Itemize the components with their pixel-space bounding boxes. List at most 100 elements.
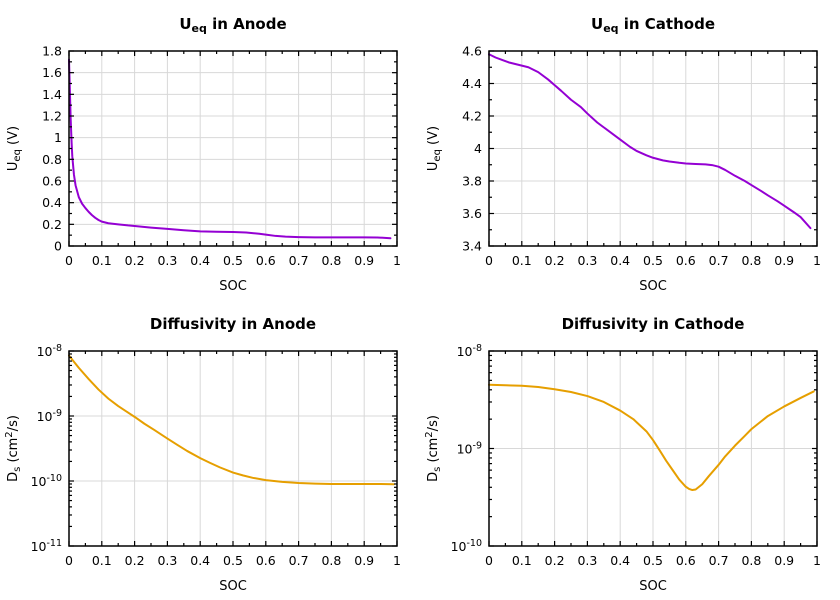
y-tick-labels: 10-11 10-10 10-9 10-8 <box>31 343 62 554</box>
svg-text:0.7: 0.7 <box>289 553 309 568</box>
x-tick-labels: 0 0.1 0.2 0.3 0.4 0.5 0.6 0.7 0.8 0.9 1 <box>65 553 401 568</box>
plot-diffusivity-anode: 0 0.1 0.2 0.3 0.4 0.5 0.6 0.7 0.8 0.9 1 10-11 10-10 1… <box>0 300 420 600</box>
x-tick-labels: 0 0.1 0.2 0.3 0.4 0.5 0.6 0.7 0.8 0.9 1 <box>485 553 821 568</box>
diffusivity-cathode-title: Diffusivity in Cathode <box>562 315 745 333</box>
svg-text:0.8: 0.8 <box>741 253 761 268</box>
plot-ueq-cathode: 0 0.1 0.2 0.3 0.4 0.5 0.6 0.7 0.8 0.9 1 3.4 3.6 3.8 4 4… <box>420 0 840 300</box>
svg-text:1.6: 1.6 <box>42 65 62 80</box>
svg-text:0.9: 0.9 <box>354 253 374 268</box>
svg-text:0.3: 0.3 <box>577 553 597 568</box>
svg-text:0.6: 0.6 <box>676 253 696 268</box>
svg-text:0.1: 0.1 <box>512 253 532 268</box>
diffusivity-anode-title: Diffusivity in Anode <box>150 315 316 333</box>
diffusivity-anode-curve <box>68 354 395 486</box>
svg-text:3.4: 3.4 <box>462 239 482 254</box>
svg-text:0.5: 0.5 <box>223 253 243 268</box>
svg-text:1.4: 1.4 <box>42 87 62 102</box>
ueq-anode-title: Ueq in Anode <box>179 15 286 35</box>
diffusivity-anode-canvas: 0 0.1 0.2 0.3 0.4 0.5 0.6 0.7 0.8 0.9 110-1110-101… <box>4 315 401 594</box>
svg-text:0.6: 0.6 <box>42 174 62 189</box>
svg-text:1.2: 1.2 <box>42 109 62 124</box>
svg-text:0: 0 <box>485 253 493 268</box>
svg-text:0: 0 <box>54 239 62 254</box>
svg-text:0.9: 0.9 <box>774 253 794 268</box>
diffusivity-cathode-xlabel: SOC <box>639 579 667 594</box>
svg-text:0.3: 0.3 <box>157 253 177 268</box>
svg-text:10-8: 10-8 <box>457 343 482 359</box>
diffusivity-cathode-canvas: 0 0.1 0.2 0.3 0.4 0.5 0.6 0.7 0.8 0.9 110-1010-910… <box>424 315 821 594</box>
svg-text:0.4: 0.4 <box>610 553 630 568</box>
plot-diffusivity-cathode: 0 0.1 0.2 0.3 0.4 0.5 0.6 0.7 0.8 0.9 1 10-10 10-9 10… <box>420 300 840 600</box>
ueq-anode-xlabel: SOC <box>219 279 247 294</box>
diffusivity-anode-ylabel: Ds (cm2/s) <box>4 415 23 482</box>
svg-text:0.2: 0.2 <box>42 217 62 232</box>
y-tick-labels: 0 0.2 0.4 0.6 0.8 1 1.2 1.4 1.6 1.8 <box>42 44 62 254</box>
svg-text:0: 0 <box>485 553 493 568</box>
svg-text:0.1: 0.1 <box>92 553 112 568</box>
ueq-cathode-curve <box>488 53 812 230</box>
svg-text:0.7: 0.7 <box>709 553 729 568</box>
diffusivity-anode-xlabel: SOC <box>219 579 247 594</box>
diffusivity-cathode-curve <box>488 383 815 492</box>
y-tick-labels: 10-10 10-9 10-8 <box>451 343 482 554</box>
plot-border <box>68 50 398 247</box>
svg-text:0.8: 0.8 <box>741 553 761 568</box>
svg-text:4.6: 4.6 <box>462 44 482 59</box>
svg-text:4.4: 4.4 <box>462 76 482 91</box>
ueq-anode-canvas: 0 0.1 0.2 0.3 0.4 0.5 0.6 0.7 0.8 0.9 100.20.40.60… <box>6 15 401 294</box>
plot-border <box>488 350 818 547</box>
svg-text:0.6: 0.6 <box>256 553 276 568</box>
gridlines <box>489 351 817 546</box>
svg-text:0.2: 0.2 <box>125 553 145 568</box>
svg-text:10-9: 10-9 <box>37 408 62 424</box>
svg-text:10-10: 10-10 <box>31 473 62 489</box>
svg-text:0: 0 <box>65 253 73 268</box>
svg-text:1: 1 <box>813 553 821 568</box>
ueq-anode-curve <box>68 58 392 240</box>
y-tick-labels: 3.4 3.6 3.8 4 4.2 4.4 4.6 <box>462 44 482 254</box>
svg-text:0.4: 0.4 <box>190 253 210 268</box>
svg-text:0.8: 0.8 <box>321 553 341 568</box>
svg-text:3.6: 3.6 <box>462 206 482 221</box>
ueq-cathode-canvas: 0 0.1 0.2 0.3 0.4 0.5 0.6 0.7 0.8 0.9 1 3.4 3.6 3.8 4 4… <box>426 15 821 294</box>
svg-text:0.5: 0.5 <box>643 553 663 568</box>
svg-text:0.4: 0.4 <box>190 553 210 568</box>
svg-text:0.3: 0.3 <box>577 253 597 268</box>
svg-text:1: 1 <box>813 253 821 268</box>
x-tick-labels: 0 0.1 0.2 0.3 0.4 0.5 0.6 0.7 0.8 0.9 1 <box>485 253 821 268</box>
ueq-cathode-title: Ueq in Cathode <box>591 15 715 35</box>
gridlines <box>69 351 397 546</box>
svg-text:0.4: 0.4 <box>610 253 630 268</box>
svg-text:0.1: 0.1 <box>512 553 532 568</box>
svg-text:4: 4 <box>474 141 482 156</box>
svg-text:1: 1 <box>393 253 401 268</box>
x-tick-labels: 0 0.1 0.2 0.3 0.4 0.5 0.6 0.7 0.8 0.9 1 <box>65 253 401 268</box>
svg-text:0.6: 0.6 <box>256 253 276 268</box>
svg-text:0.7: 0.7 <box>709 253 729 268</box>
gridlines <box>69 51 397 246</box>
svg-text:10-10: 10-10 <box>451 538 482 554</box>
svg-text:10-9: 10-9 <box>457 441 482 457</box>
svg-text:0.8: 0.8 <box>42 152 62 167</box>
svg-text:0.5: 0.5 <box>643 253 663 268</box>
svg-text:0.9: 0.9 <box>354 553 374 568</box>
svg-text:10-11: 10-11 <box>31 538 62 554</box>
svg-text:1.8: 1.8 <box>42 44 62 59</box>
svg-text:0.6: 0.6 <box>676 553 696 568</box>
plot-border <box>488 50 818 247</box>
svg-text:0.2: 0.2 <box>545 553 565 568</box>
svg-text:3.8: 3.8 <box>462 174 482 189</box>
svg-text:0.2: 0.2 <box>545 253 565 268</box>
svg-text:0.9: 0.9 <box>774 553 794 568</box>
svg-text:0.8: 0.8 <box>321 253 341 268</box>
gridlines <box>489 51 817 246</box>
svg-text:0: 0 <box>65 553 73 568</box>
svg-text:0.2: 0.2 <box>125 253 145 268</box>
svg-text:0.1: 0.1 <box>92 253 112 268</box>
svg-text:1: 1 <box>393 553 401 568</box>
svg-text:0.3: 0.3 <box>157 553 177 568</box>
svg-text:1: 1 <box>54 130 62 145</box>
svg-text:4.2: 4.2 <box>462 109 482 124</box>
plot-ueq-anode: 0 0.1 0.2 0.3 0.4 0.5 0.6 0.7 0.8 0.9 1 0 0.2 0.4 0.6 0… <box>0 0 420 300</box>
